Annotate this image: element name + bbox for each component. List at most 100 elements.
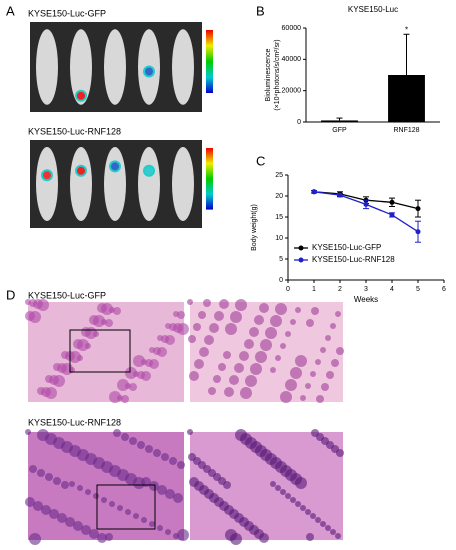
cell: [121, 395, 129, 403]
cell: [29, 465, 37, 473]
cell: [177, 529, 189, 541]
histology: [190, 302, 343, 402]
cell: [165, 529, 171, 535]
y-tick-label: 10: [275, 235, 283, 242]
y-tick-label: 5: [279, 256, 283, 263]
cell: [316, 395, 324, 403]
cell: [85, 343, 91, 349]
marker: [389, 199, 395, 205]
x-axis-label: Weeks: [354, 295, 378, 304]
cell: [326, 371, 334, 379]
cell: [137, 441, 145, 449]
cell: [113, 429, 121, 437]
cell: [189, 477, 199, 487]
cell: [290, 367, 302, 379]
cell: [199, 347, 209, 357]
cell: [65, 517, 75, 527]
cell: [165, 489, 175, 499]
cell: [141, 371, 151, 381]
mouse: [36, 147, 58, 221]
cell: [149, 481, 159, 491]
signal: [41, 169, 53, 182]
cell: [325, 525, 331, 531]
annotation: *: [405, 25, 408, 34]
images: [25, 22, 344, 545]
legend-marker: [298, 245, 304, 251]
cell: [93, 493, 99, 499]
cell: [177, 323, 189, 335]
cell: [280, 343, 286, 349]
cell: [270, 315, 282, 327]
zoom-box: [69, 329, 131, 373]
cell: [229, 375, 239, 385]
cell: [45, 473, 53, 481]
cell: [315, 359, 321, 365]
cell: [295, 501, 301, 507]
panel-label: C: [256, 153, 265, 168]
cell: [81, 525, 91, 535]
cell: [310, 513, 316, 519]
cell: [260, 339, 272, 351]
cell: [93, 331, 99, 337]
marker: [337, 192, 343, 198]
cell: [157, 485, 167, 495]
cell: [325, 335, 331, 341]
cell: [25, 429, 31, 435]
cell: [129, 437, 137, 445]
y-tick-label: 20000: [282, 88, 302, 95]
cell: [29, 533, 41, 545]
zoom-box: [96, 484, 156, 530]
scale-bar: [206, 148, 213, 210]
cell: [255, 351, 267, 363]
cell: [149, 359, 159, 369]
legend-marker: [298, 257, 304, 263]
cell: [177, 311, 185, 319]
cell: [270, 367, 276, 373]
cell: [275, 303, 287, 315]
cell: [208, 387, 216, 395]
cell: [157, 525, 163, 531]
y-axis-label: Body weight(g): [251, 204, 258, 251]
signal: [143, 164, 155, 177]
cell: [335, 311, 341, 317]
cell: [285, 493, 291, 499]
x-tick-label: 6: [442, 286, 446, 293]
cell: [305, 509, 311, 515]
cell: [165, 335, 175, 345]
cell: [177, 461, 185, 469]
x-tick-label: 3: [364, 286, 368, 293]
cell: [234, 363, 244, 373]
cell: [169, 457, 177, 465]
cell: [235, 299, 247, 311]
signal: [75, 164, 87, 177]
cell: [224, 387, 234, 397]
cell: [244, 339, 254, 349]
cell: [285, 331, 291, 337]
cell: [85, 489, 91, 495]
cell: [280, 391, 292, 403]
mouse: [36, 29, 58, 105]
mouse: [104, 29, 126, 105]
y-tick-label: 15: [275, 214, 283, 221]
cell: [117, 505, 123, 511]
cell: [121, 433, 129, 441]
cell: [89, 529, 99, 539]
x-tick-label: 2: [338, 286, 342, 293]
cell: [235, 429, 247, 441]
cell: [133, 513, 139, 519]
y-tick-label: 25: [275, 172, 283, 179]
mouse: [138, 147, 160, 221]
panel-label: B: [256, 3, 265, 18]
cell: [157, 347, 167, 357]
cell: [33, 501, 43, 511]
signal: [75, 89, 87, 102]
mouse: [172, 29, 194, 105]
cell: [198, 311, 206, 319]
cell: [37, 299, 49, 311]
cell: [245, 375, 257, 387]
mouse: [104, 147, 126, 221]
caption: KYSE150-Luc-RNF128: [28, 417, 121, 427]
cell: [254, 315, 264, 325]
cell: [330, 323, 336, 329]
legend-label: KYSE150-Luc-RNF128: [312, 255, 395, 264]
